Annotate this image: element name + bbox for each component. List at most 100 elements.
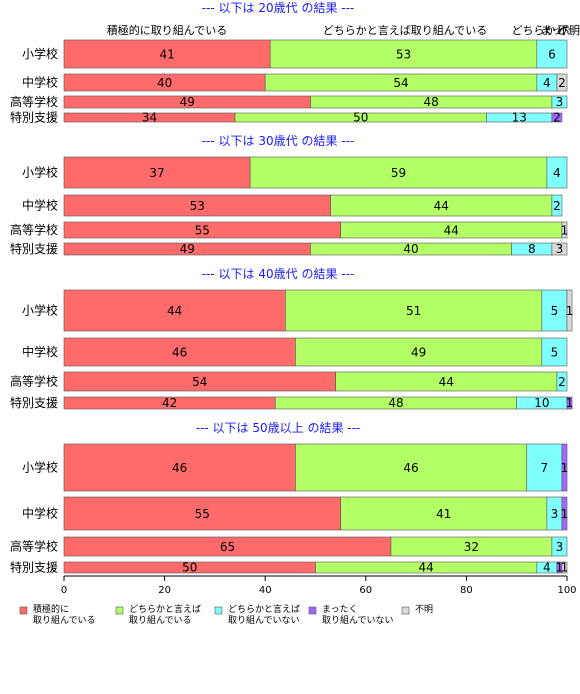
row-label: 中学校 bbox=[22, 75, 58, 90]
data-label: 34 bbox=[142, 110, 157, 124]
data-label: 49 bbox=[411, 345, 426, 359]
panel-title: --- 以下は 40歳代 の結果 --- bbox=[202, 267, 355, 281]
bar-segment bbox=[63, 443, 296, 492]
bar-segment bbox=[556, 73, 568, 92]
data-label: 1 bbox=[561, 223, 569, 237]
bar-segment bbox=[551, 536, 568, 557]
data-label: 10 bbox=[534, 396, 549, 410]
legend-label: どちらかと言えば bbox=[129, 603, 201, 615]
panel-title: --- 以下は 20歳代 の結果 --- bbox=[202, 1, 355, 15]
data-label: 44 bbox=[439, 375, 454, 389]
x-tick-label: 20 bbox=[158, 585, 171, 596]
legend-label: 取り組んでいない bbox=[322, 614, 394, 626]
data-label: 53 bbox=[190, 199, 205, 213]
x-tick-label: 0 bbox=[61, 585, 67, 596]
x-tick-label: 60 bbox=[359, 585, 372, 596]
data-label: 2 bbox=[558, 375, 566, 389]
bar-segment bbox=[295, 337, 543, 367]
bar-segment bbox=[63, 496, 341, 531]
legend-swatch bbox=[19, 606, 28, 615]
panel-title: --- 以下は 50歳以上 の結果 --- bbox=[196, 421, 361, 435]
data-label: 3 bbox=[556, 95, 564, 109]
column-header-0: 積極的に取り組んでいる bbox=[107, 23, 227, 37]
bar-segment bbox=[541, 337, 568, 367]
bar-segment bbox=[63, 156, 251, 189]
data-label: 55 bbox=[195, 507, 210, 521]
data-label: 44 bbox=[444, 223, 459, 237]
legend-swatch bbox=[401, 606, 410, 615]
data-label: 2 bbox=[553, 110, 561, 124]
data-label: 6 bbox=[548, 47, 556, 61]
bar-segment bbox=[551, 95, 568, 109]
row-label: 小学校 bbox=[22, 460, 58, 475]
data-label: 49 bbox=[180, 95, 195, 109]
bar-segment bbox=[546, 156, 568, 189]
data-label: 54 bbox=[393, 76, 408, 90]
column-header-3: まった bbox=[541, 24, 574, 37]
data-label: 50 bbox=[353, 110, 368, 124]
legend-label: どちらかと言えば bbox=[228, 603, 300, 615]
bar-segment bbox=[551, 194, 563, 217]
data-label: 46 bbox=[403, 461, 418, 475]
bar-segment bbox=[556, 371, 568, 392]
data-label: 44 bbox=[167, 304, 182, 318]
x-tick-label: 100 bbox=[557, 585, 576, 596]
data-label: 46 bbox=[172, 461, 187, 475]
row-label: 高等学校 bbox=[10, 374, 58, 389]
data-label: 46 bbox=[172, 345, 187, 359]
row-label: 小学校 bbox=[22, 46, 58, 61]
data-label: 5 bbox=[551, 345, 559, 359]
row-label: 高等学校 bbox=[10, 94, 58, 109]
data-label: 4 bbox=[543, 560, 551, 574]
legend-label: 取り組んでいる bbox=[129, 614, 192, 626]
legend-label: 取り組んでいる bbox=[33, 614, 96, 626]
data-label: 37 bbox=[149, 166, 164, 180]
bar-segment bbox=[63, 337, 296, 367]
data-label: 44 bbox=[419, 560, 434, 574]
data-label: 8 bbox=[528, 242, 536, 256]
row-label: 中学校 bbox=[22, 344, 58, 359]
data-label: 5 bbox=[551, 304, 559, 318]
data-label: 42 bbox=[162, 396, 177, 410]
data-label: 2 bbox=[558, 76, 566, 90]
legend-swatch bbox=[115, 606, 124, 615]
bar-segment bbox=[295, 443, 528, 492]
data-label: 48 bbox=[388, 396, 403, 410]
data-label: 53 bbox=[396, 47, 411, 61]
data-label: 3 bbox=[551, 507, 559, 521]
bar-segment bbox=[285, 289, 543, 332]
data-label: 41 bbox=[159, 47, 174, 61]
row-label: 特別支援 bbox=[10, 241, 58, 256]
bar-segment bbox=[561, 221, 568, 239]
bar-segment bbox=[536, 39, 568, 69]
data-label: 41 bbox=[436, 507, 451, 521]
row-label: 高等学校 bbox=[10, 222, 58, 237]
row-label: 小学校 bbox=[22, 165, 58, 180]
data-label: 51 bbox=[406, 304, 421, 318]
bar-segment bbox=[340, 496, 548, 531]
data-label: 48 bbox=[424, 95, 439, 109]
row-label: 中学校 bbox=[22, 506, 58, 521]
bar-segment bbox=[551, 112, 563, 123]
column-header-1: どちらかと言えば取り組んでいる bbox=[323, 24, 487, 37]
data-label: 50 bbox=[182, 560, 197, 574]
data-label: 40 bbox=[157, 76, 172, 90]
row-label: 小学校 bbox=[22, 303, 58, 318]
data-label: 7 bbox=[541, 461, 549, 475]
x-tick-label: 80 bbox=[460, 585, 473, 596]
data-label: 1 bbox=[566, 304, 574, 318]
data-label: 3 bbox=[556, 540, 564, 554]
data-label: 3 bbox=[556, 242, 564, 256]
legend-label: 積極的に bbox=[33, 603, 69, 615]
data-label: 32 bbox=[464, 540, 479, 554]
row-label: 特別支援 bbox=[10, 110, 58, 125]
bar-segment bbox=[526, 443, 563, 492]
data-label: 59 bbox=[391, 166, 406, 180]
data-label: 1 bbox=[561, 560, 569, 574]
bar-segment bbox=[566, 396, 573, 410]
legend-label: 不明 bbox=[415, 604, 433, 615]
data-label: 13 bbox=[512, 110, 527, 124]
legend-label: 取り組んでいない bbox=[228, 614, 300, 626]
legend-swatch bbox=[308, 606, 317, 615]
